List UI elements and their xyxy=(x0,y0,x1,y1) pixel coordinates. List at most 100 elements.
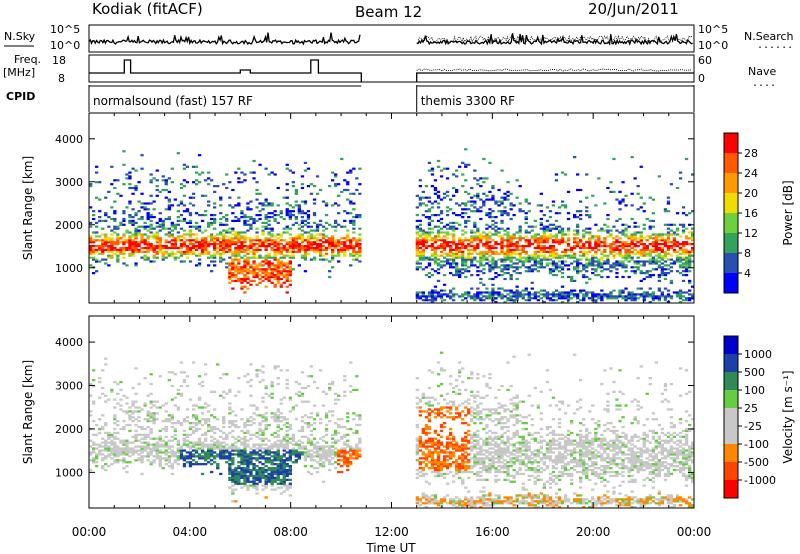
heatmap-cell xyxy=(228,478,232,481)
heatmap-cell xyxy=(663,260,668,263)
heatmap-cell xyxy=(452,248,456,251)
heatmap-cell xyxy=(633,245,637,248)
heatmap-cell xyxy=(488,248,492,251)
heatmap-cell xyxy=(427,245,432,248)
heatmap-cell xyxy=(210,254,214,257)
heatmap-cell xyxy=(503,256,507,259)
heatmap-cell xyxy=(358,245,362,248)
heatmap-cell xyxy=(173,433,177,436)
heatmap-cell xyxy=(500,241,504,244)
heatmap-cell xyxy=(297,227,301,230)
heatmap-cell xyxy=(452,237,456,240)
heatmap-cell xyxy=(473,293,477,296)
heatmap-cell xyxy=(328,241,332,244)
heatmap-cell xyxy=(439,217,444,221)
heatmap-cell xyxy=(158,245,162,248)
heatmap-cell xyxy=(237,474,241,478)
heatmap-cell xyxy=(624,258,628,261)
heatmap-cell xyxy=(636,256,640,259)
heatmap-cell xyxy=(252,217,256,221)
heatmap-cell xyxy=(267,237,271,240)
heatmap-cell xyxy=(624,243,628,246)
heatmap-cell xyxy=(92,384,96,388)
heatmap-cell xyxy=(246,275,250,279)
heatmap-cell xyxy=(270,455,274,458)
heatmap-cell xyxy=(264,216,268,219)
heatmap-cell xyxy=(113,406,117,409)
heatmap-cell xyxy=(452,266,456,269)
heatmap-cell xyxy=(249,480,253,483)
heatmap-cell xyxy=(264,418,268,421)
heatmap-cell xyxy=(122,425,126,429)
heatmap-cell xyxy=(591,268,595,271)
heatmap-cell xyxy=(113,443,117,446)
heatmap-cell xyxy=(657,246,661,250)
heatmap-cell xyxy=(503,301,507,304)
heatmap-cell xyxy=(554,295,559,298)
heatmap-cell xyxy=(591,260,595,263)
heatmap-cell xyxy=(318,223,323,226)
heatmap-cell xyxy=(131,404,135,407)
heatmap-cell xyxy=(231,478,235,481)
heatmap-cell xyxy=(303,445,308,448)
heatmap-cell xyxy=(315,229,320,232)
heatmap-cell xyxy=(276,365,280,368)
heatmap-cell xyxy=(554,239,559,242)
heatmap-cell xyxy=(276,459,280,462)
heatmap-cell xyxy=(424,239,429,242)
heatmap-cell xyxy=(149,223,153,226)
heatmap-cell xyxy=(309,412,314,415)
heatmap-cell xyxy=(237,204,241,207)
heatmap-cell xyxy=(113,437,117,440)
heatmap-cell xyxy=(424,266,429,269)
heatmap-cell xyxy=(231,237,235,240)
heatmap-cell xyxy=(491,216,495,219)
heatmap-cell xyxy=(255,274,259,277)
heatmap-cell xyxy=(228,420,232,423)
heatmap-cell xyxy=(630,233,634,236)
heatmap-cell xyxy=(234,500,238,503)
heatmap-cell xyxy=(570,279,574,282)
heatmap-cell xyxy=(691,285,695,288)
heatmap-cell xyxy=(267,277,271,281)
heatmap-cell xyxy=(288,227,292,230)
heatmap-cell xyxy=(669,266,674,269)
heatmap-cell xyxy=(491,266,495,269)
heatmap-cell xyxy=(101,246,105,250)
heatmap-cell xyxy=(288,449,292,452)
heatmap-cell xyxy=(234,468,238,472)
heatmap-cell xyxy=(167,217,171,221)
heatmap-cell xyxy=(161,245,165,248)
heatmap-cell xyxy=(197,254,202,257)
heatmap-cell xyxy=(288,274,292,277)
heatmap-cell xyxy=(539,258,543,261)
heatmap-cell xyxy=(309,423,314,427)
heatmap-cell xyxy=(449,289,453,292)
heatmap-cell xyxy=(200,451,205,454)
heatmap-cell xyxy=(445,233,450,236)
heatmap-cell xyxy=(234,248,238,251)
heatmap-cell xyxy=(470,186,474,190)
heatmap-cell xyxy=(92,248,96,251)
heatmap-cell xyxy=(639,235,643,238)
heatmap-cell xyxy=(164,457,168,460)
heatmap-cell xyxy=(276,221,280,224)
heatmap-cell xyxy=(276,252,280,255)
heatmap-cell xyxy=(421,202,425,205)
heatmap-cell xyxy=(349,254,353,257)
heatmap-cell xyxy=(539,297,543,300)
heatmap-cell xyxy=(467,258,471,261)
heatmap-cell xyxy=(107,241,111,244)
heatmap-cell xyxy=(276,482,280,485)
heatmap-cell xyxy=(276,435,280,438)
heatmap-cell xyxy=(582,246,586,250)
heatmap-cell xyxy=(503,239,507,242)
heatmap-cell xyxy=(267,268,271,271)
heatmap-cell xyxy=(173,241,177,244)
heatmap-cell xyxy=(672,291,677,294)
heatmap-cell xyxy=(288,455,292,458)
heatmap-cell xyxy=(285,270,289,273)
heatmap-cell xyxy=(170,252,174,255)
heatmap-cell xyxy=(234,252,238,255)
heatmap-cell xyxy=(430,252,435,255)
